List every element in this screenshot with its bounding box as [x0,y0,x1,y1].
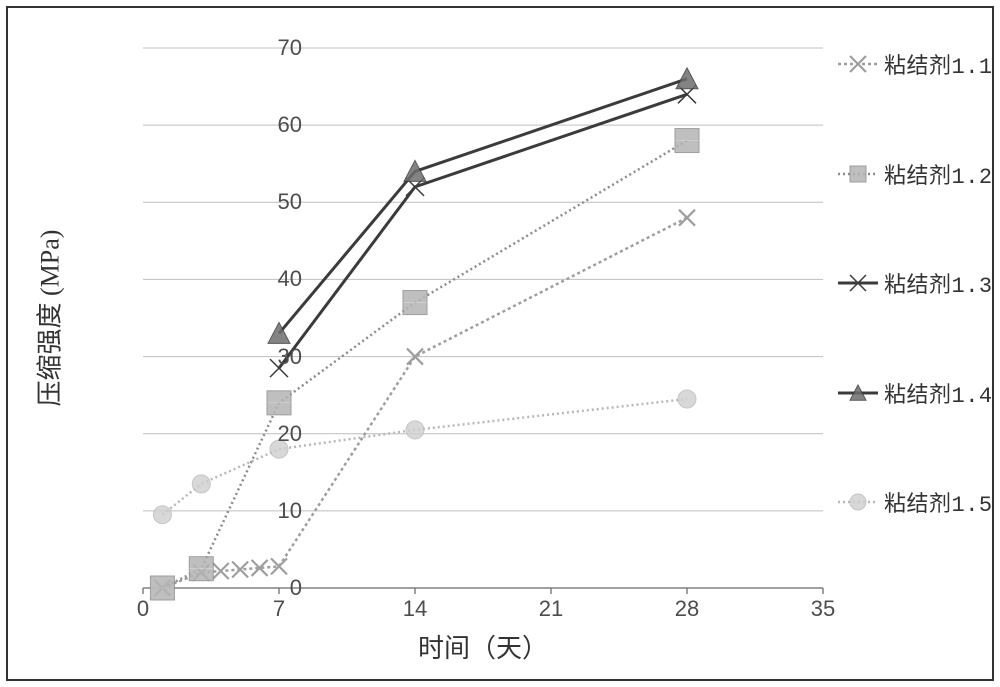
x-tick-label: 0 [123,596,163,622]
legend-label: 粘结剂1.5 [884,486,993,518]
series-s4 [268,68,698,343]
x-tick-label: 14 [395,596,435,622]
legend-item-s2: 粘结剂1.2 [838,158,993,190]
legend-label: 粘结剂1.2 [884,158,993,190]
x-axis-title: 时间（天） [418,628,548,665]
plot-svg [143,48,823,588]
plot-area [143,48,823,588]
legend-swatch [838,54,878,74]
x-tick-label: 21 [531,596,571,622]
chart-frame: 压缩强度 (MPa) 时间（天） 01020304050607007142128… [6,6,994,681]
series-s5 [153,390,696,524]
legend-label: 粘结剂1.1 [884,48,993,80]
x-tick-label: 35 [803,596,843,622]
y-tick-label: 70 [252,35,302,61]
legend-label: 粘结剂1.4 [884,377,993,409]
legend-item-s4: 粘结剂1.4 [838,377,993,409]
x-tick-label: 7 [259,596,299,622]
y-tick-label: 60 [252,112,302,138]
y-tick-label: 40 [252,266,302,292]
legend-label: 粘结剂1.3 [884,267,993,299]
legend-item-s5: 粘结剂1.5 [838,486,993,518]
legend-swatch [838,383,878,403]
legend-swatch [838,273,878,293]
y-tick-label: 20 [252,421,302,447]
legend-item-s3: 粘结剂1.3 [838,267,993,299]
y-tick-label: 30 [252,344,302,370]
legend-swatch [838,492,878,512]
legend: 粘结剂1.1 粘结剂1.2 粘结剂1.3 粘结剂1.4 粘结剂1.5 [838,38,993,578]
y-tick-label: 10 [252,498,302,524]
x-tick-label: 28 [667,596,707,622]
y-axis-title: 压缩强度 (MPa) [30,230,67,407]
series-s1 [154,210,695,596]
y-tick-label: 50 [252,189,302,215]
series-s2 [150,129,699,600]
legend-item-s1: 粘结剂1.1 [838,48,993,80]
series-s3 [270,85,696,377]
legend-swatch [838,164,878,184]
